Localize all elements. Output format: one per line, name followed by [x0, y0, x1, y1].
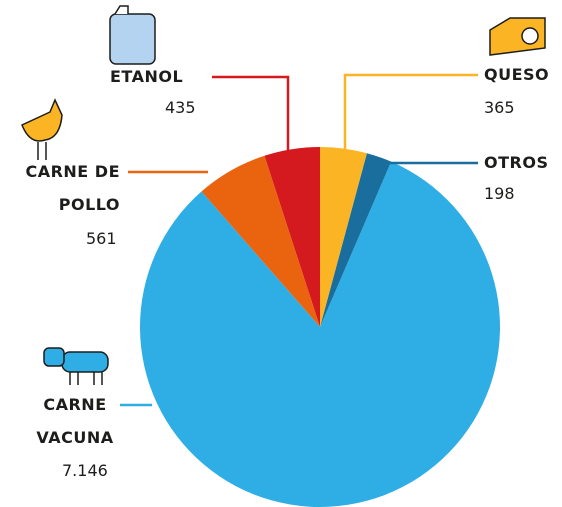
chicken-icon [21, 98, 63, 160]
pie-slice [320, 147, 367, 327]
value-label: 7.146 [62, 461, 108, 480]
cow-icon [43, 347, 109, 385]
cheese-icon [489, 17, 546, 56]
value-label: 365 [484, 98, 515, 117]
leader-lines [120, 73, 478, 407]
value-label: 561 [86, 229, 117, 248]
slice-label: CARNE VACUNA [36, 395, 114, 447]
canister-icon [109, 5, 156, 65]
icons [21, 5, 546, 385]
value-label: 198 [484, 184, 515, 203]
slice-label: QUESO [484, 65, 550, 84]
pie-slice [140, 161, 500, 507]
pie-slice [264, 147, 320, 327]
value-label: 435 [165, 98, 196, 117]
pie-slice [320, 153, 392, 327]
slice-label: ETANOL [110, 67, 184, 86]
leader-line [343, 73, 478, 160]
slice-label: CARNE DE POLLO [25, 162, 120, 214]
pie-slice [201, 155, 320, 327]
leader-line [212, 75, 290, 152]
slice-label: OTROS [484, 153, 549, 172]
